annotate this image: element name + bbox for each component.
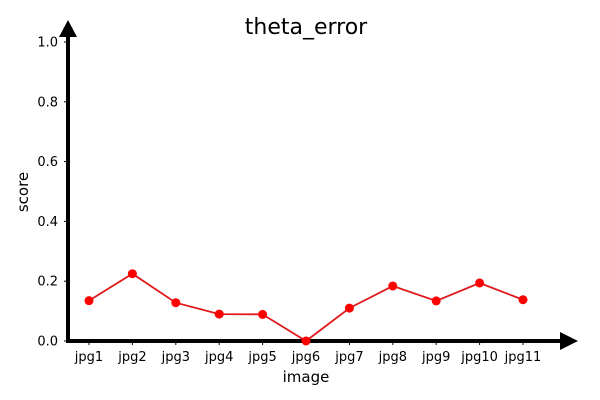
data-point — [258, 309, 268, 319]
y-tick-label: 0.6 — [37, 155, 58, 170]
data-point — [171, 298, 181, 308]
data-point — [214, 309, 224, 319]
x-tick-label: jpg9 — [421, 350, 450, 365]
x-axis-arrow-icon — [560, 332, 578, 350]
y-tick-label: 1.0 — [37, 36, 58, 51]
axes — [59, 20, 578, 350]
y-tick-label: 0.0 — [37, 335, 58, 350]
y-tick-label: 0.4 — [37, 215, 58, 230]
y-axis-label: score — [14, 172, 32, 212]
x-tick-label: jpg6 — [291, 350, 320, 365]
series-line — [88, 272, 524, 343]
data-point — [344, 303, 354, 313]
x-tick-label: jpg3 — [161, 350, 190, 365]
x-tick-label: jpg8 — [378, 350, 407, 365]
data-point — [518, 295, 528, 305]
data-point — [431, 296, 441, 306]
y-axis-arrow-icon — [59, 20, 77, 37]
x-tick-label: jpg11 — [504, 350, 542, 365]
x-ticks: jpg1 jpg2 jpg3 jpg4 jpg5 jpg6 jpg7 jpg8 jpg9 jpg1… — [74, 341, 542, 365]
y-tick-label: 0.2 — [37, 275, 58, 290]
x-tick-label: jpg7 — [334, 350, 363, 365]
data-point — [388, 281, 398, 291]
x-axis-label: image — [283, 368, 330, 386]
x-tick-label: jpg1 — [74, 350, 103, 365]
data-point — [301, 336, 311, 346]
x-tick-label: jpg5 — [247, 350, 276, 365]
series-layer — [84, 269, 528, 346]
data-point — [84, 296, 94, 306]
chart-title: theta_error — [245, 15, 368, 40]
data-point — [127, 269, 137, 279]
x-tick-label: jpg4 — [204, 350, 233, 365]
y-ticks: 0.0 0.2 0.4 0.6 0.8 1.0 — [37, 36, 68, 350]
y-tick-label: 0.8 — [37, 95, 58, 110]
x-tick-label: jpg10 — [460, 350, 498, 365]
data-point — [475, 278, 485, 288]
x-tick-label: jpg2 — [117, 350, 146, 365]
